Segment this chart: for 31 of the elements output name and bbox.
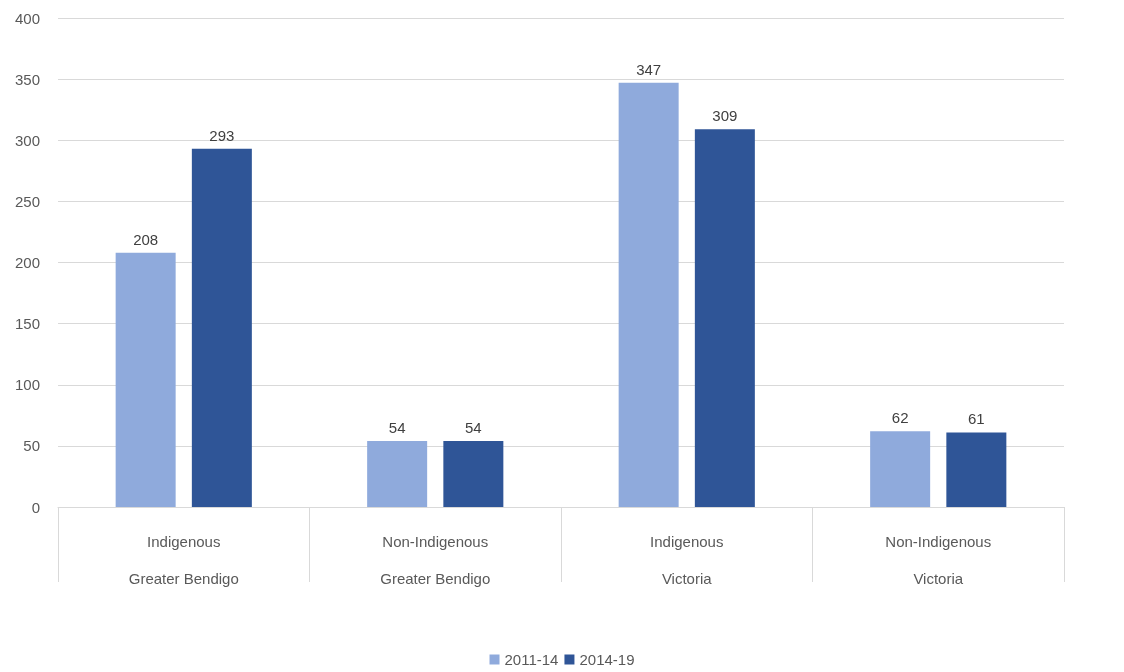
category-label: Indigenous Victoria: [650, 533, 724, 587]
bar: [946, 432, 1007, 507]
y-tick-label: 150: [14, 315, 40, 333]
y-tick-label: 0: [31, 498, 40, 516]
category-label: Non-Indigenous Greater Bendigo: [380, 533, 491, 587]
category-label: Indigenous Greater Bendigo: [128, 533, 239, 587]
category-label: Non-Indigenous Victoria: [885, 533, 992, 587]
data-label: 293: [209, 126, 235, 144]
y-tick-label: 400: [14, 9, 40, 27]
data-label: 62: [891, 409, 909, 427]
y-tick-label: 200: [14, 254, 40, 271]
bar: [115, 252, 176, 507]
data-label: 54: [388, 418, 406, 436]
y-tick-label: 300: [14, 131, 40, 149]
data-label: 208: [133, 230, 159, 248]
data-label: 309: [712, 107, 738, 125]
y-tick-label: 350: [14, 70, 40, 88]
y-tick-label: 100: [14, 376, 40, 394]
bar: [367, 440, 428, 507]
y-tick-label: 250: [14, 192, 40, 210]
y-tick-label: 50: [23, 437, 40, 455]
bar: [618, 82, 679, 507]
legend-label: 2011-14: [504, 651, 559, 668]
data-label: 54: [465, 418, 482, 436]
data-label: 61: [968, 410, 985, 428]
bar: [694, 129, 755, 507]
legend-label: 2014-19: [579, 651, 635, 668]
bar: [870, 431, 931, 507]
bar: [191, 148, 252, 507]
data-label: 347: [636, 60, 662, 78]
bar: [443, 440, 504, 507]
